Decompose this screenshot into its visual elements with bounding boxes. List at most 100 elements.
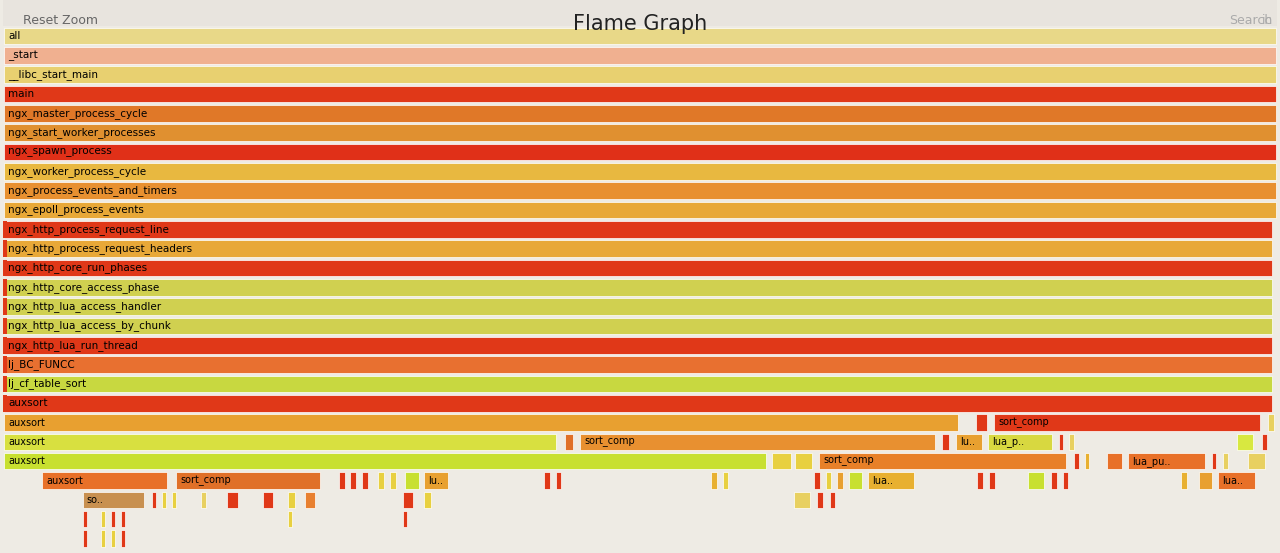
Bar xyxy=(829,492,836,508)
Bar xyxy=(564,434,572,450)
Bar xyxy=(989,472,995,489)
Text: ngx_http_core_access_phase: ngx_http_core_access_phase xyxy=(8,282,159,293)
Bar xyxy=(305,492,315,508)
Text: lua_p..: lua_p.. xyxy=(992,436,1024,447)
Bar xyxy=(988,434,1052,450)
Text: sort_comp: sort_comp xyxy=(823,456,874,467)
Bar xyxy=(3,260,6,276)
Text: ngx_http_lua_access_by_chunk: ngx_http_lua_access_by_chunk xyxy=(8,321,170,331)
Text: all: all xyxy=(8,31,20,41)
Bar xyxy=(1107,453,1123,469)
Bar xyxy=(122,530,125,547)
Bar xyxy=(1059,434,1064,450)
Bar xyxy=(1268,414,1274,431)
Text: ngx_epoll_process_events: ngx_epoll_process_events xyxy=(8,205,143,216)
Bar xyxy=(1238,434,1253,450)
Bar xyxy=(4,453,767,469)
Bar xyxy=(837,472,844,489)
Bar xyxy=(4,434,556,450)
Text: ngx_http_process_request_headers: ngx_http_process_request_headers xyxy=(8,243,192,254)
Bar xyxy=(1199,472,1212,489)
Text: ngx_http_lua_access_handler: ngx_http_lua_access_handler xyxy=(8,301,161,312)
Bar xyxy=(42,472,168,489)
Bar xyxy=(101,511,105,528)
Bar xyxy=(4,124,1276,141)
Text: lu..: lu.. xyxy=(960,437,975,447)
Bar xyxy=(4,144,1276,160)
Text: lj_BC_FUNCC: lj_BC_FUNCC xyxy=(8,359,74,370)
Text: auxsort: auxsort xyxy=(8,456,45,466)
Bar xyxy=(151,492,156,508)
Bar xyxy=(351,472,356,489)
Text: lj_cf_table_sort: lj_cf_table_sort xyxy=(8,378,86,389)
Bar xyxy=(849,472,861,489)
Text: __libc_start_main: __libc_start_main xyxy=(8,69,97,80)
Bar xyxy=(995,414,1260,431)
Text: auxsort: auxsort xyxy=(8,398,47,408)
Bar xyxy=(977,414,987,431)
Bar xyxy=(175,472,320,489)
Bar xyxy=(4,299,1272,315)
Bar xyxy=(795,453,813,469)
Bar xyxy=(83,492,145,508)
Text: ngx_http_process_request_line: ngx_http_process_request_line xyxy=(8,224,169,234)
Text: lua_pu..: lua_pu.. xyxy=(1132,456,1170,467)
Bar xyxy=(172,492,177,508)
Bar xyxy=(161,492,166,508)
Bar xyxy=(122,511,125,528)
Bar xyxy=(814,472,820,489)
Bar xyxy=(4,86,1276,102)
Bar xyxy=(1128,453,1204,469)
Text: ngx_http_lua_run_thread: ngx_http_lua_run_thread xyxy=(8,340,138,351)
Bar xyxy=(544,472,550,489)
Bar xyxy=(390,472,396,489)
Bar xyxy=(3,337,6,353)
Bar xyxy=(4,182,1276,199)
Bar xyxy=(4,414,957,431)
Text: ngx_start_worker_processes: ngx_start_worker_processes xyxy=(8,127,155,138)
Bar xyxy=(942,434,948,450)
Bar xyxy=(868,472,914,489)
Bar xyxy=(978,472,983,489)
Bar xyxy=(4,202,1276,218)
Bar xyxy=(1051,472,1057,489)
Bar xyxy=(111,530,115,547)
Bar xyxy=(723,472,728,489)
Bar xyxy=(227,492,238,508)
Bar xyxy=(4,163,1276,180)
Bar xyxy=(101,530,105,547)
Bar xyxy=(4,105,1276,122)
Bar xyxy=(3,395,6,411)
Bar xyxy=(3,356,6,373)
Bar xyxy=(4,279,1272,295)
Bar xyxy=(3,318,6,334)
Bar xyxy=(4,375,1272,392)
Bar xyxy=(339,472,344,489)
Bar xyxy=(1074,453,1079,469)
Bar xyxy=(425,492,431,508)
Text: Search: Search xyxy=(1229,14,1272,27)
Bar xyxy=(1062,472,1069,489)
Bar xyxy=(3,375,6,392)
Text: lua..: lua.. xyxy=(872,476,893,486)
Bar xyxy=(3,241,6,257)
Bar xyxy=(201,492,206,508)
Bar xyxy=(288,492,294,508)
Bar xyxy=(4,47,1276,64)
Bar xyxy=(1219,472,1254,489)
Bar xyxy=(362,472,367,489)
Text: ngx_process_events_and_timers: ngx_process_events_and_timers xyxy=(8,185,177,196)
Bar xyxy=(4,260,1272,276)
Bar xyxy=(3,279,6,295)
Bar xyxy=(580,434,934,450)
Bar xyxy=(3,299,6,315)
Text: ngx_spawn_process: ngx_spawn_process xyxy=(8,147,111,157)
Bar xyxy=(3,0,1277,27)
Bar xyxy=(4,241,1272,257)
Text: ic: ic xyxy=(1262,14,1272,27)
Bar xyxy=(956,434,982,450)
Bar xyxy=(1084,453,1089,469)
Text: auxsort: auxsort xyxy=(8,437,45,447)
Bar xyxy=(288,511,292,528)
Bar xyxy=(379,472,384,489)
